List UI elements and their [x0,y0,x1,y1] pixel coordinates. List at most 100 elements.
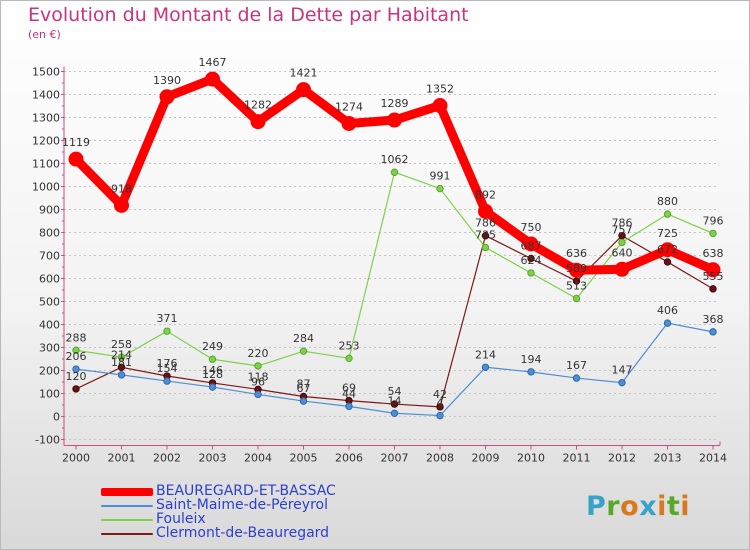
data-point-fouleix [163,327,171,335]
data-label-clermont-de-beauregard: 87 [297,377,311,390]
data-point-fouleix [390,168,399,176]
data-point-beauregard-et-bassac [205,71,220,87]
data-point-saint-maime-de-p-reyrol [618,378,626,387]
legend-label-beauregard: BEAUREGARD-ET-BASSAC [156,483,336,499]
x-tick-label: 2004 [244,452,272,465]
y-tick-label: 200 [39,365,60,378]
data-point-beauregard-et-bassac [250,114,266,130]
proxiti-logo: Proxiti [586,491,690,522]
data-label-fouleix: 757 [612,223,633,236]
data-point-clermont-de-beauregard [117,363,126,371]
data-point-saint-maime-de-p-reyrol [345,402,353,411]
y-tick-label: 1500 [32,66,60,79]
legend-label-fouleix: Fouleix [156,511,206,527]
data-label-saint-maime-de-p-reyrol: 96 [251,375,265,388]
data-point-saint-maime-de-p-reyrol [208,383,217,391]
data-label-beauregard-et-bassac: 892 [475,188,496,201]
y-tick-label: -100 [35,434,60,447]
legend-swatch-fouleix [101,519,153,521]
data-point-fouleix [254,362,262,370]
x-tick-label: 2001 [108,452,136,465]
y-tick-label: 1200 [32,135,60,148]
y-tick-label: 400 [39,319,60,332]
logo-letter: i [657,491,667,522]
data-point-fouleix [436,184,444,193]
legend-swatch-clermont [101,533,153,535]
logo-letter: r [606,491,621,522]
y-tick-label: 500 [39,296,60,309]
data-label-clermont-de-beauregard: 120 [66,370,87,383]
data-point-beauregard-et-bassac [68,151,84,167]
data-label-saint-maime-de-p-reyrol: 368 [703,313,724,326]
data-point-clermont-de-beauregard [709,285,717,293]
data-label-fouleix: 624 [521,254,542,267]
data-label-saint-maime-de-p-reyrol: 44 [342,387,356,400]
data-label-beauregard-et-bassac: 1274 [335,100,363,113]
data-label-fouleix: 513 [566,280,587,293]
x-tick-label: 2000 [62,452,90,465]
data-label-beauregard-et-bassac: 725 [657,227,678,240]
data-label-fouleix: 253 [339,339,360,352]
data-point-beauregard-et-bassac [569,262,584,278]
data-point-saint-maime-de-p-reyrol [254,390,262,399]
y-tick-label: 800 [39,227,60,240]
data-label-clermont-de-beauregard: 69 [342,382,356,395]
data-label-saint-maime-de-p-reyrol: 147 [612,364,633,377]
logo-letter: i [680,491,691,522]
data-label-clermont-de-beauregard: 786 [475,217,496,230]
data-label-clermont-de-beauregard: 786 [612,217,633,230]
data-label-beauregard-et-bassac: 640 [612,246,633,259]
data-label-fouleix: 1062 [381,153,409,166]
data-label-fouleix: 284 [293,332,314,345]
data-point-beauregard-et-bassac [114,197,129,213]
data-point-fouleix [117,353,126,361]
data-label-saint-maime-de-p-reyrol: 181 [111,356,132,369]
logo-letter: o [620,491,640,522]
data-label-fouleix: 880 [657,195,678,208]
logo-letter: t [666,491,681,522]
data-label-beauregard-et-bassac: 918 [111,182,132,195]
data-point-beauregard-et-bassac [614,261,630,277]
data-point-beauregard-et-bassac [478,203,493,219]
logo-letter: P [586,491,607,522]
data-point-saint-maime-de-p-reyrol [527,368,535,376]
data-label-clermont-de-beauregard: 672 [657,243,678,256]
data-point-saint-maime-de-p-reyrol [299,397,308,405]
data-point-clermont-de-beauregard [72,385,80,393]
data-label-fouleix: 249 [202,340,223,353]
data-label-saint-maime-de-p-reyrol: 4 [437,397,444,410]
data-point-fouleix [208,355,217,363]
data-label-fouleix: 796 [703,214,724,227]
data-label-saint-maime-de-p-reyrol: 14 [388,394,402,407]
data-point-fouleix [481,243,490,252]
x-tick-label: 2006 [335,452,363,465]
legend-label-clermont: Clermont-de-Beauregard [156,525,330,541]
data-label-fouleix: 991 [430,170,451,183]
data-point-fouleix [709,229,717,238]
data-label-beauregard-et-bassac: 638 [703,247,724,260]
x-tick-label: 2007 [381,452,409,465]
legend-swatch-beauregard [101,488,153,496]
data-label-saint-maime-de-p-reyrol: 214 [475,348,496,361]
data-point-beauregard-et-bassac [432,98,448,114]
data-point-saint-maime-de-p-reyrol [117,371,126,379]
legend-swatch-saint-maime [101,505,153,507]
data-label-clermont-de-beauregard: 146 [202,364,223,377]
data-label-clermont-de-beauregard: 118 [248,370,269,383]
y-tick-label: 900 [39,204,60,217]
y-tick-label: 1300 [32,112,60,125]
data-label-fouleix: 371 [157,312,178,325]
data-label-saint-maime-de-p-reyrol: 406 [657,304,678,317]
data-point-fouleix [72,346,80,354]
data-label-saint-maime-de-p-reyrol: 67 [297,382,311,395]
data-point-beauregard-et-bassac [387,112,402,128]
data-label-beauregard-et-bassac: 1352 [426,83,454,96]
data-label-clermont-de-beauregard: 42 [433,388,447,401]
chart-title: Evolution du Montant de la Dette par Hab… [28,4,469,26]
data-label-saint-maime-de-p-reyrol: 154 [157,362,178,375]
data-point-saint-maime-de-p-reyrol [481,363,490,371]
data-point-fouleix [618,238,626,247]
data-point-saint-maime-de-p-reyrol [163,377,171,385]
data-label-clermont-de-beauregard: 54 [388,385,402,398]
